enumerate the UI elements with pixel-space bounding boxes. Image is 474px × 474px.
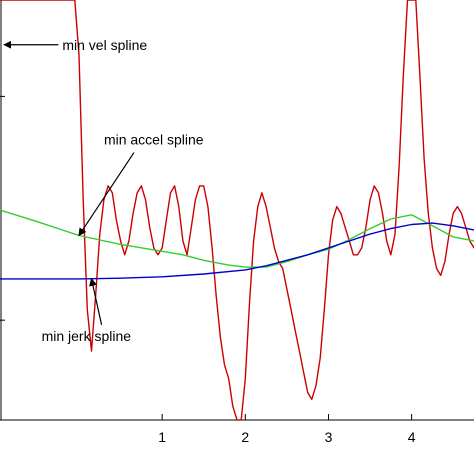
x-tick-label: 2 <box>241 429 249 445</box>
series-line-min-accel-spline <box>0 209 474 268</box>
x-tick-label: 3 <box>325 429 333 445</box>
annotation-label: min vel spline <box>62 37 147 53</box>
x-tick-label: 4 <box>408 429 416 445</box>
axes <box>0 0 474 421</box>
x-ticks: 1 2 3 4 <box>158 414 416 445</box>
annotation-arrow <box>78 152 135 237</box>
series-line-min-vel-spline <box>0 0 474 420</box>
series-line-min-jerk-spline <box>0 222 474 280</box>
annotation-label: min jerk spline <box>42 328 132 344</box>
x-tick-label: 1 <box>158 429 166 445</box>
annotation-arrow <box>89 277 103 325</box>
annotation-label: min accel spline <box>104 132 204 148</box>
annotations: min vel spline min accel spline min jerk s… <box>3 37 204 344</box>
series-layer <box>0 0 474 420</box>
